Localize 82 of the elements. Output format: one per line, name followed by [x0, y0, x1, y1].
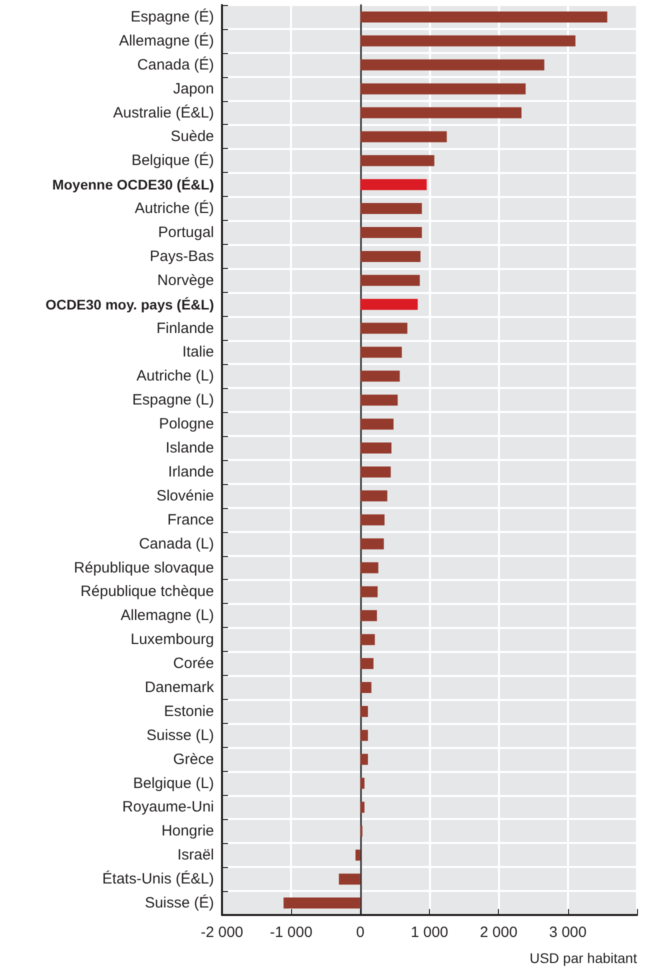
bar [360, 203, 422, 214]
x-tick-label: 0 [356, 924, 365, 941]
bar [360, 658, 374, 670]
y-tick-label: Hongrie [161, 822, 214, 840]
y-tick-label: OCDE30 moy. pays (É&L) [45, 296, 214, 312]
bar [360, 466, 391, 478]
y-tick-label: République slovaque [74, 559, 214, 576]
bar [360, 538, 384, 550]
bar [360, 370, 400, 382]
y-tick-label: Italie [182, 344, 214, 361]
y-tick-label: France [167, 511, 214, 528]
bar [360, 346, 402, 358]
y-tick-label: Suisse (L) [146, 726, 214, 744]
bar [360, 155, 434, 166]
bar [360, 514, 385, 526]
x-axis-title: USD par habitant [530, 950, 638, 966]
x-tick-label: 3 000 [549, 924, 587, 941]
bar [360, 298, 418, 310]
y-tick-label: Belgique (L) [133, 774, 214, 792]
bar [360, 562, 378, 574]
bar [284, 898, 360, 909]
bar [360, 442, 392, 454]
bar [360, 11, 608, 22]
y-tick-label: Pays-Bas [150, 248, 214, 265]
bar [360, 35, 576, 46]
y-tick-label: Autriche (L) [136, 368, 214, 385]
y-tick-label: Slovénie [156, 487, 214, 504]
bar [360, 634, 375, 646]
y-tick-label: Grèce [173, 750, 214, 768]
bar [360, 610, 377, 622]
y-tick-label: Royaume-Uni [122, 798, 214, 816]
y-tick-label: Australie (É&L) [113, 103, 214, 122]
y-tick-label: Allemagne (L) [120, 607, 214, 624]
bar [360, 274, 420, 286]
y-tick-label: Autriche (É) [134, 199, 214, 218]
y-tick-label: Pologne [158, 416, 214, 433]
y-tick-label: Moyenne OCDE30 (É&L) [52, 176, 214, 193]
y-tick-label: Norvège [157, 272, 214, 289]
y-tick-label: Luxembourg [130, 631, 214, 648]
bar [360, 107, 522, 118]
x-tick-label: 2 000 [480, 924, 518, 941]
y-tick-label: Corée [173, 655, 214, 672]
y-tick-label: Belgique (É) [131, 151, 214, 170]
bar [360, 730, 368, 741]
y-tick-label: Canada (É) [137, 55, 214, 74]
bar [360, 250, 421, 262]
y-tick-label: Israël [177, 846, 214, 864]
y-tick-label: République tchèque [80, 583, 214, 600]
y-tick-label: États-Unis (É&L) [102, 870, 214, 888]
y-tick-label: Irlande [168, 463, 214, 480]
bar [360, 706, 368, 717]
bar [360, 418, 394, 430]
bar [338, 874, 360, 885]
bar [360, 227, 422, 238]
y-tick-label: Japon [173, 80, 214, 98]
x-tick-label: -1 000 [270, 924, 312, 941]
bar [360, 682, 372, 693]
x-tick-label: -2 000 [200, 924, 244, 941]
y-tick-label: Islande [166, 440, 214, 457]
y-tick-label: Espagne (É) [130, 7, 214, 26]
bar [360, 754, 368, 765]
y-tick-label: Estonie [164, 702, 214, 720]
bar [360, 83, 526, 94]
y-tick-label: Portugal [158, 224, 214, 241]
bar [360, 778, 364, 789]
bar [355, 850, 360, 861]
bar [360, 131, 447, 142]
y-tick-label: Suisse (É) [144, 894, 214, 912]
bar [360, 490, 388, 502]
bar [360, 394, 398, 406]
x-tick-label: 1 000 [410, 924, 448, 941]
y-tick-label: Danemark [144, 679, 214, 696]
bar [360, 179, 427, 190]
y-tick-label: Allemagne (É) [118, 31, 214, 50]
bar [360, 322, 408, 334]
y-tick-label: Canada (L) [138, 535, 214, 552]
y-tick-label: Finlande [156, 320, 214, 337]
bar [360, 802, 364, 813]
bar [360, 59, 544, 70]
bar [360, 586, 378, 598]
y-tick-label: Suède [170, 128, 214, 146]
y-tick-label: Espagne (L) [132, 392, 214, 409]
